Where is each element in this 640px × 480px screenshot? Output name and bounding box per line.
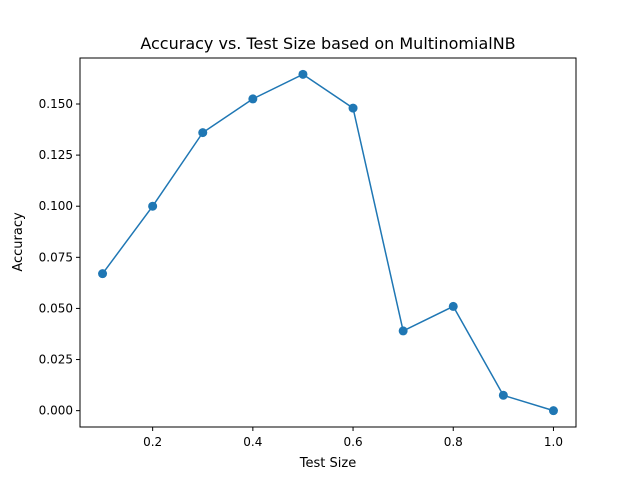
x-tick-label: 0.4	[243, 435, 262, 449]
data-point	[198, 128, 208, 138]
y-tick-label: 0.075	[39, 250, 73, 264]
y-tick-label: 0.150	[39, 97, 73, 111]
x-tick-label: 1.0	[544, 435, 563, 449]
x-tick-label: 0.8	[444, 435, 463, 449]
y-tick-label: 0.050	[39, 301, 73, 315]
x-tick-label: 0.6	[344, 435, 363, 449]
data-point	[248, 94, 258, 104]
x-tick-label: 0.2	[143, 435, 162, 449]
data-point	[398, 326, 408, 336]
data-point	[348, 103, 358, 113]
plot-area	[98, 69, 558, 416]
data-point	[98, 269, 108, 279]
x-axis-label: Test Size	[299, 456, 356, 471]
plot-frame	[79, 57, 577, 428]
y-axis-label: Accuracy	[11, 212, 26, 272]
y-tick-label: 0.125	[39, 148, 73, 162]
y-tick-label: 0.100	[39, 199, 73, 213]
data-point	[148, 201, 158, 211]
y-tick-label: 0.000	[39, 404, 73, 418]
x-ticks: 0.2 0.4 0.6 0.8 1.0	[143, 427, 563, 449]
data-point	[448, 301, 458, 311]
y-tick-label: 0.025	[39, 353, 73, 367]
chart-title: Accuracy vs. Test Size based on Multinom…	[140, 34, 515, 53]
y-ticks: 0.000 0.025 0.050 0.075 0.100 0.125 0.150	[39, 97, 80, 418]
data-point	[548, 406, 558, 416]
series-line	[101, 73, 554, 412]
data-point	[498, 390, 508, 400]
data-point	[298, 69, 308, 79]
